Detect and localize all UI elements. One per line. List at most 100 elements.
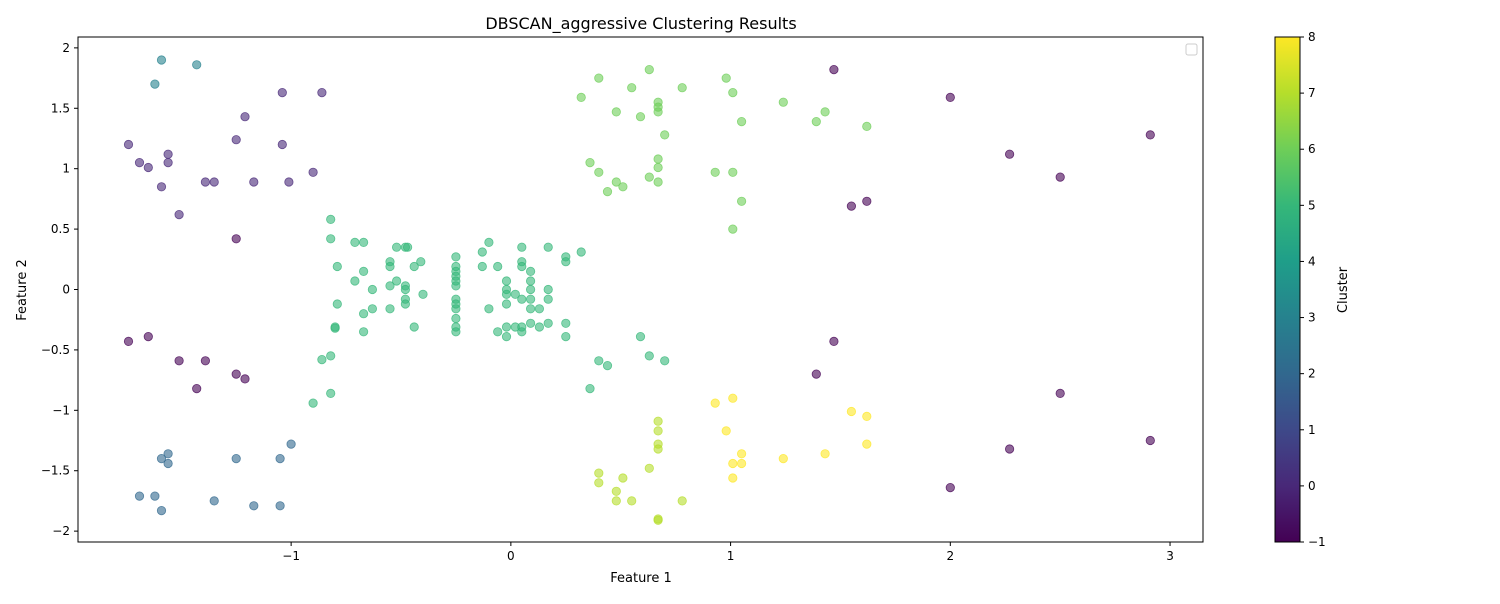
colorbar-tick-label: 4 — [1308, 254, 1316, 268]
colorbar — [1275, 37, 1300, 542]
scatter-point — [654, 445, 662, 453]
scatter-point — [619, 474, 627, 482]
scatter-point — [847, 202, 855, 210]
scatter-point — [359, 238, 367, 246]
y-tick-label: −0.5 — [41, 343, 70, 357]
scatter-point — [157, 506, 165, 514]
scatter-point — [863, 412, 871, 420]
scatter-point — [812, 117, 820, 125]
scatter-point — [478, 262, 486, 270]
scatter-point — [1056, 389, 1064, 397]
scatter-point — [654, 427, 662, 435]
x-tick-label: 2 — [946, 549, 954, 563]
colorbar-tick-label: 0 — [1308, 479, 1316, 493]
scatter-point — [526, 285, 534, 293]
scatter-point — [309, 168, 317, 176]
scatter-point — [595, 168, 603, 176]
scatter-point — [654, 108, 662, 116]
scatter-point — [1146, 436, 1154, 444]
chart-title: DBSCAN_aggressive Clustering Results — [485, 14, 796, 34]
y-axis-label: Feature 2 — [15, 259, 30, 321]
scatter-point — [144, 332, 152, 340]
scatter-point — [452, 314, 460, 322]
scatter-point — [210, 497, 218, 505]
scatter-point — [526, 267, 534, 275]
scatter-point — [737, 117, 745, 125]
scatter-point — [1005, 150, 1013, 158]
scatter-point — [821, 108, 829, 116]
y-tick-label: 1.5 — [51, 101, 70, 115]
legend-box[interactable] — [1186, 44, 1197, 55]
scatter-point — [157, 183, 165, 191]
scatter-point — [485, 305, 493, 313]
scatter-point — [502, 290, 510, 298]
scatter-point — [544, 319, 552, 327]
scatter-point — [577, 248, 585, 256]
scatter-point — [595, 469, 603, 477]
scatter-point — [502, 323, 510, 331]
colorbar-tick-label: 3 — [1308, 311, 1316, 325]
scatter-point — [359, 328, 367, 336]
scatter-point — [729, 459, 737, 467]
scatter-point — [821, 450, 829, 458]
x-axis: −1 0 1 2 3 — [282, 542, 1174, 563]
y-tick-label: 1 — [62, 162, 70, 176]
scatter-point — [729, 474, 737, 482]
scatter-point — [287, 440, 295, 448]
scatter-point — [135, 492, 143, 500]
scatter-point — [359, 310, 367, 318]
scatter-point — [577, 93, 585, 101]
scatter-point — [419, 290, 427, 298]
scatter-point — [526, 295, 534, 303]
scatter-point — [535, 323, 543, 331]
scatter-point — [124, 140, 132, 148]
scatter-point — [151, 492, 159, 500]
scatter-point — [327, 215, 335, 223]
scatter-point — [232, 370, 240, 378]
scatter-point — [562, 319, 570, 327]
scatter-point — [175, 357, 183, 365]
scatter-point — [603, 361, 611, 369]
scatter-point — [654, 163, 662, 171]
scatter-point — [151, 80, 159, 88]
scatter-point — [544, 295, 552, 303]
scatter-point — [401, 300, 409, 308]
scatter-point — [636, 113, 644, 121]
scatter-point — [729, 225, 737, 233]
scatter-point — [654, 516, 662, 524]
scatter-point — [485, 238, 493, 246]
scatter-point — [729, 88, 737, 96]
scatter-point — [392, 243, 400, 251]
scatter-point — [711, 168, 719, 176]
scatter-point — [368, 305, 376, 313]
scatter-point — [278, 88, 286, 96]
colorbar-tick-label: 2 — [1308, 367, 1316, 381]
scatter-point — [612, 487, 620, 495]
scatter-point — [535, 305, 543, 313]
scatter-point — [847, 407, 855, 415]
scatter-point — [812, 370, 820, 378]
scatter-point — [318, 88, 326, 96]
points-layer — [124, 56, 1154, 525]
scatter-point — [863, 197, 871, 205]
scatter-point — [250, 502, 258, 510]
scatter-point — [661, 357, 669, 365]
scatter-point — [518, 295, 526, 303]
scatter-point — [164, 459, 172, 467]
scatter-point — [193, 384, 201, 392]
scatter-point — [250, 178, 258, 186]
y-tick-label: −1.5 — [41, 464, 70, 478]
colorbar-label: Cluster — [1336, 266, 1351, 313]
scatter-point — [494, 262, 502, 270]
scatter-point — [737, 450, 745, 458]
scatter-point — [327, 235, 335, 243]
y-tick-label: 2 — [62, 41, 70, 55]
scatter-point — [830, 65, 838, 73]
scatter-point — [351, 238, 359, 246]
scatter-point — [368, 285, 376, 293]
x-tick-label: −1 — [282, 549, 300, 563]
scatter-point — [403, 243, 411, 251]
scatter-point — [157, 56, 165, 64]
scatter-point — [722, 74, 730, 82]
